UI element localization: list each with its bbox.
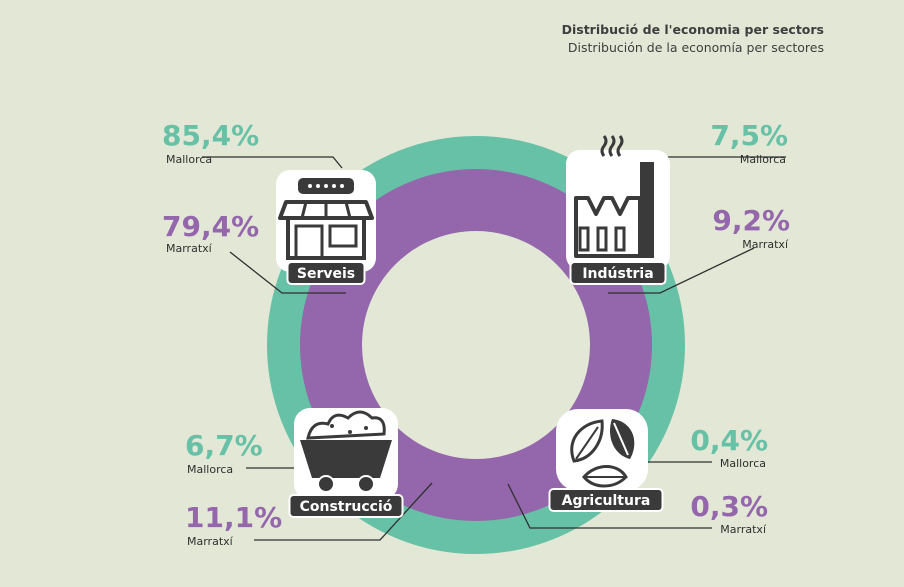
leader-line bbox=[507, 483, 712, 529]
mallorca-ring bbox=[267, 136, 685, 554]
mallorca-value: 6,7% bbox=[185, 429, 263, 462]
marratxi-value: 79,4% bbox=[162, 210, 259, 243]
leader-line bbox=[608, 247, 755, 294]
mallorca-caption: Mallorca bbox=[740, 153, 786, 166]
value-labels: 85,4%Mallorca79,4%Marratxí7,5%Mallorca9,… bbox=[162, 119, 790, 548]
mallorca-value: 85,4% bbox=[162, 119, 259, 152]
leader-line bbox=[229, 251, 346, 294]
chart-subtitle: Distribución de la economía per sectores bbox=[567, 40, 824, 55]
shop-icon bbox=[276, 170, 376, 272]
sector-badge-1: Indústria bbox=[569, 261, 667, 285]
marratxi-ring bbox=[300, 169, 652, 521]
leader-line bbox=[254, 482, 433, 541]
leader-line bbox=[202, 156, 343, 169]
mallorca-value: 0,4% bbox=[690, 424, 768, 457]
mallorca-caption: Mallorca bbox=[166, 153, 212, 166]
sector-label: Indústria bbox=[582, 266, 653, 282]
leaves-icon bbox=[556, 409, 648, 491]
mallorca-caption: Mallorca bbox=[720, 457, 766, 470]
title-block: Distribució de l'economia per sectors Di… bbox=[562, 22, 824, 55]
marratxi-value: 9,2% bbox=[712, 204, 790, 237]
chart-title: Distribució de l'economia per sectors bbox=[561, 22, 824, 37]
mallorca-caption: Mallorca bbox=[187, 463, 233, 476]
sector-label: Construcció bbox=[300, 499, 393, 515]
sector-label: Serveis bbox=[297, 266, 355, 282]
marratxi-caption: Marratxí bbox=[742, 238, 789, 251]
sector-label: Agricultura bbox=[562, 493, 651, 509]
marratxi-value: 0,3% bbox=[690, 490, 768, 523]
marratxi-caption: Marratxí bbox=[187, 535, 234, 548]
sector-badge-3: Agricultura bbox=[548, 488, 664, 512]
rings bbox=[267, 136, 685, 554]
marratxi-caption: Marratxí bbox=[720, 523, 767, 536]
factory-icon bbox=[566, 135, 670, 270]
sector-labels: Serveis Indústria Construcció Agricultura bbox=[286, 261, 667, 518]
marratxi-caption: Marratxí bbox=[166, 242, 213, 255]
mallorca-value: 7,5% bbox=[710, 119, 788, 152]
sector-badge-2: Construcció bbox=[288, 494, 404, 518]
sector-badge-0: Serveis bbox=[286, 261, 366, 285]
mine-cart-icon bbox=[294, 408, 398, 500]
marratxi-value: 11,1% bbox=[185, 501, 282, 534]
